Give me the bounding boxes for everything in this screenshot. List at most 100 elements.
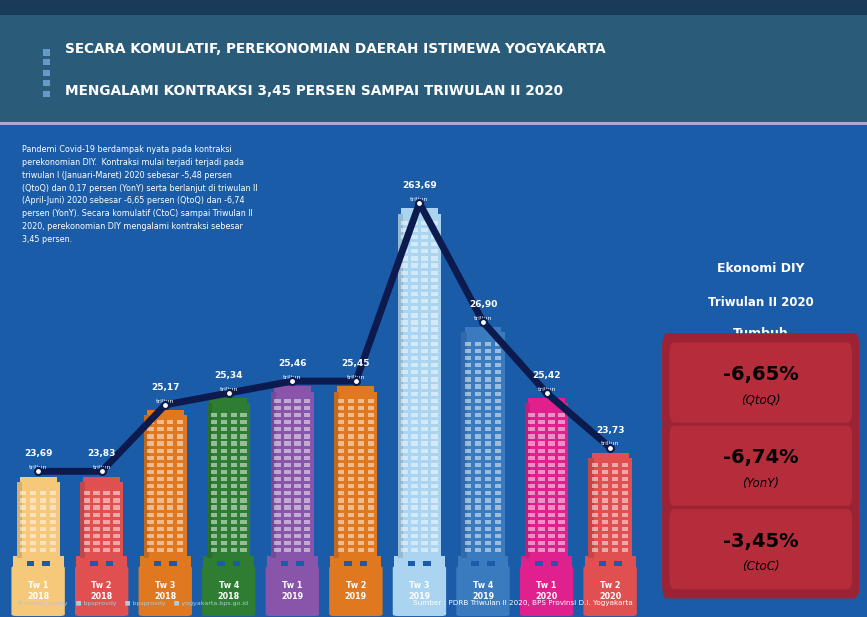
Bar [431,499,438,503]
Bar [13,557,63,566]
Bar [475,527,481,531]
Bar [83,520,90,524]
Bar [485,342,492,346]
Bar [304,548,310,552]
Bar [398,213,403,558]
Bar [157,484,164,489]
Bar [357,534,364,538]
Bar [167,527,173,531]
Text: Tw 1
2018: Tw 1 2018 [27,581,49,601]
Bar [622,513,629,517]
Text: Pandemi Covid-19 berdampak nyata pada kontraksi
perekonomian DIY.  Kontraksi mul: Pandemi Covid-19 berdampak nyata pada ko… [22,145,257,244]
Bar [231,527,237,531]
Text: triliun: triliun [410,197,428,202]
Bar [401,527,407,531]
Bar [240,470,247,474]
Bar [411,399,418,403]
Bar [475,363,481,367]
Bar [83,513,90,517]
Bar [167,427,173,431]
Bar [368,534,374,538]
Bar [528,420,535,424]
Bar [271,392,276,558]
Bar [338,406,344,410]
Bar [83,534,90,538]
Point [159,400,173,410]
Text: Tw 3
2019: Tw 3 2019 [408,581,431,601]
Bar [538,420,544,424]
Bar [401,320,407,325]
Bar [20,548,27,552]
Bar [622,541,629,545]
Bar [240,477,247,481]
Bar [465,427,472,431]
Bar [49,513,56,517]
Bar [548,449,555,453]
Bar [592,513,598,517]
Bar [431,434,438,439]
Bar [465,548,472,552]
Bar [465,449,472,453]
Bar [421,505,427,510]
Bar [475,534,481,538]
Bar [465,455,472,460]
Bar [338,449,344,453]
Bar [411,527,418,531]
Bar [602,513,609,517]
Bar [592,491,598,495]
Bar [548,520,555,524]
Bar [401,520,407,524]
Bar [281,561,289,566]
Bar [267,557,318,566]
Bar [80,482,85,558]
Bar [103,499,110,503]
Bar [538,449,544,453]
Bar [40,520,46,524]
Text: 23,69: 23,69 [24,449,52,458]
Bar [357,420,364,424]
Bar [475,441,481,445]
Bar [558,548,564,552]
Bar [401,427,407,431]
Bar [177,505,184,510]
Bar [240,513,247,517]
Bar [495,420,501,424]
Bar [431,270,438,275]
Bar [421,363,427,367]
Bar [538,513,544,517]
Bar [401,242,407,246]
Bar [421,420,427,424]
Bar [294,527,301,531]
Bar [411,513,418,517]
Bar [421,334,427,339]
Bar [485,413,492,417]
Bar [548,441,555,445]
Bar [495,463,501,467]
Bar [411,278,418,282]
Bar [348,449,354,453]
Bar [401,534,407,538]
Bar [465,491,472,495]
FancyBboxPatch shape [520,566,573,616]
Bar [30,505,36,510]
Bar [421,527,427,531]
Bar [147,449,153,453]
Bar [167,449,173,453]
Bar [147,513,153,517]
Bar [475,548,481,552]
Bar [167,548,173,552]
Bar [284,399,290,403]
Bar [274,386,310,392]
Bar [348,527,354,531]
Bar [337,386,375,392]
Bar [338,420,344,424]
Bar [167,499,173,503]
Bar [612,513,618,517]
Bar [147,410,184,415]
Bar [431,235,438,239]
Bar [401,285,407,289]
Bar [294,541,301,545]
Text: Triwulan II 2020: Triwulan II 2020 [708,296,813,309]
Bar [528,499,535,503]
Bar [94,505,100,510]
